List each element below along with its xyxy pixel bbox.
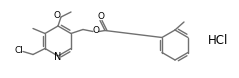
Text: Cl: Cl xyxy=(15,46,23,55)
Text: N: N xyxy=(54,51,62,61)
Text: O: O xyxy=(98,12,104,21)
Text: O: O xyxy=(92,26,99,35)
Text: HCl: HCl xyxy=(208,34,228,48)
Text: O: O xyxy=(54,11,60,21)
